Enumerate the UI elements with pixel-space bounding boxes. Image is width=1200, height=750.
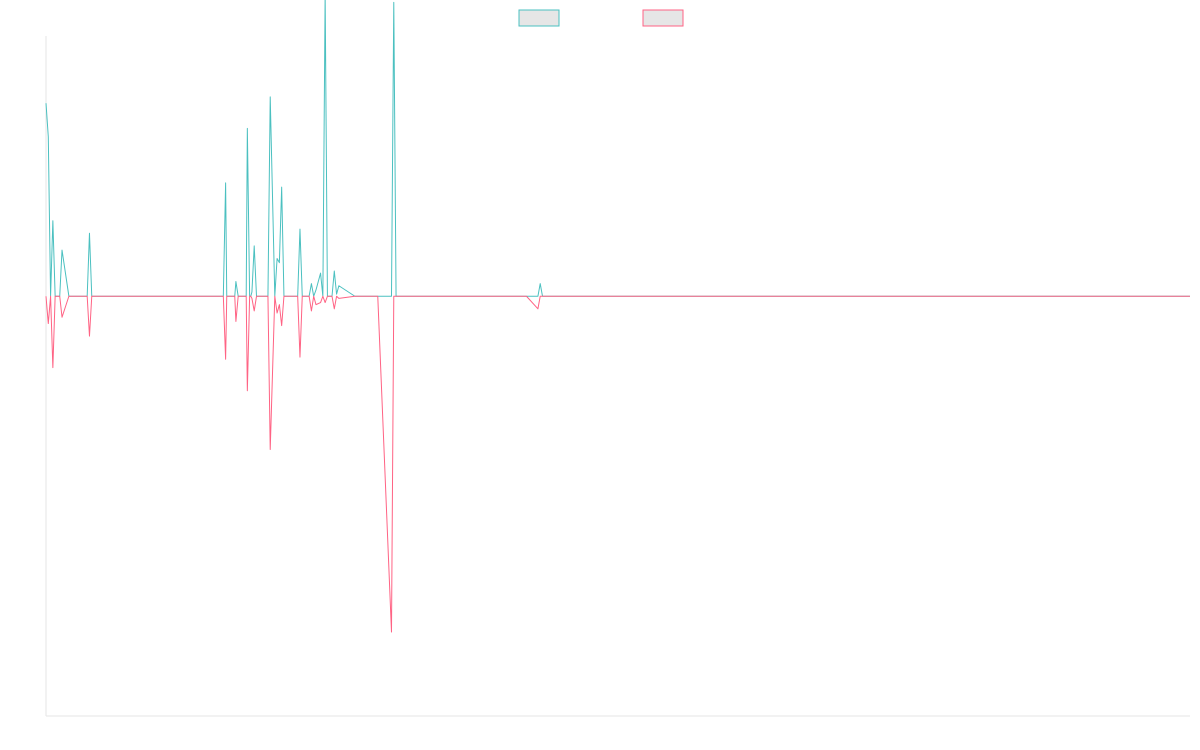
series-1-line bbox=[45, 0, 1190, 297]
series-2-line bbox=[45, 295, 1190, 633]
axes bbox=[45, 36, 1190, 717]
series-layer bbox=[45, 0, 1190, 633]
legend-swatch-1[interactable] bbox=[518, 9, 560, 27]
legend[interactable] bbox=[518, 9, 684, 27]
legend-swatch-2[interactable] bbox=[642, 9, 684, 27]
